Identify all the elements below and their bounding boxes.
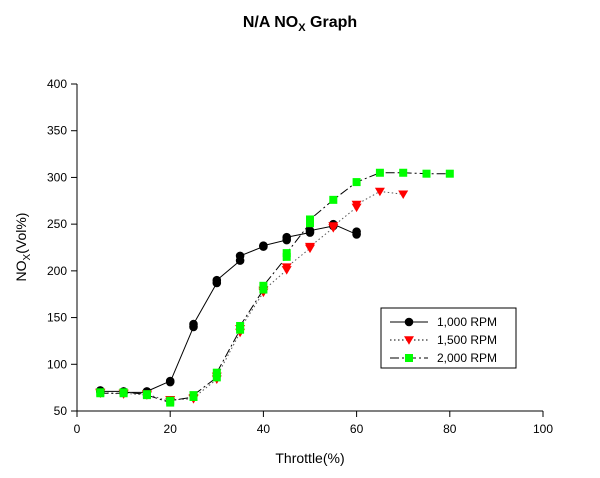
triangle-marker	[351, 200, 362, 210]
square-marker	[405, 354, 413, 362]
legend-label: 2,000 RPM	[437, 351, 497, 365]
x-axis-ticks: 0 20 40 60 80 100	[74, 411, 553, 436]
x-axis-title: Throttle(%)	[275, 450, 344, 466]
square-marker	[96, 389, 105, 398]
y-tick-label: 250	[47, 217, 67, 231]
circle-marker	[235, 251, 245, 261]
x-tick-label: 0	[74, 422, 81, 436]
x-tick-label: 60	[350, 422, 364, 436]
y-tick-label: 350	[47, 124, 67, 138]
square-marker	[259, 281, 268, 290]
y-axis-title: NOX(Vol%)	[13, 213, 33, 282]
square-marker	[212, 373, 221, 382]
series-1	[96, 219, 361, 397]
triangle-marker	[281, 263, 292, 272]
circle-marker	[259, 241, 268, 250]
circle-marker	[305, 226, 315, 235]
triangle-marker	[404, 336, 414, 345]
square-marker	[282, 249, 291, 258]
square-marker	[422, 169, 431, 178]
square-marker	[445, 169, 454, 178]
x-tick-label: 20	[164, 422, 178, 436]
y-tick-label: 150	[47, 311, 67, 325]
series-layer	[95, 168, 454, 407]
circle-marker	[212, 275, 222, 285]
y-tick-label: 400	[47, 77, 67, 91]
circle-marker	[282, 232, 292, 242]
y-tick-label: 300	[47, 170, 67, 184]
chart-title-main: N/A NO	[243, 14, 298, 31]
square-marker	[212, 368, 221, 377]
circle-marker	[352, 227, 361, 236]
y-axis-title-main: NO	[13, 260, 29, 281]
legend: 1,000 RPM 1,500 RPM 2,000 RPM	[380, 307, 517, 369]
chart-title-suffix: Graph	[306, 14, 358, 31]
square-marker	[119, 388, 128, 397]
y-tick-label: 50	[54, 404, 68, 418]
series-3	[96, 168, 454, 407]
series-2	[95, 187, 409, 407]
x-tick-label: 40	[257, 422, 271, 436]
y-axis-ticks: 50 100 150 200 250 300 350 400	[47, 77, 77, 418]
x-tick-label: 100	[533, 422, 553, 436]
square-marker	[375, 168, 384, 177]
square-marker	[189, 391, 198, 400]
x-tick-label: 80	[443, 422, 457, 436]
triangle-marker	[328, 222, 339, 231]
legend-label: 1,500 RPM	[437, 333, 497, 347]
square-marker	[142, 391, 151, 400]
series-line	[99, 223, 358, 393]
chart-title: N/A NOX Graph	[243, 14, 357, 34]
legend-label: 1,000 RPM	[437, 315, 497, 329]
square-marker	[306, 215, 314, 224]
square-marker	[399, 168, 408, 177]
circle-marker	[165, 377, 175, 387]
y-axis-title-subscript: X	[22, 253, 33, 260]
plot-area	[76, 84, 543, 412]
y-tick-label: 100	[47, 357, 67, 371]
circle-marker	[189, 319, 198, 329]
square-marker	[352, 178, 361, 187]
y-axis-title-suffix: (Vol%)	[13, 213, 29, 254]
square-marker	[166, 396, 175, 405]
y-tick-label: 200	[47, 264, 67, 278]
triangle-marker	[374, 187, 385, 197]
square-marker	[329, 195, 338, 204]
series-line	[99, 190, 404, 403]
triangle-marker	[398, 190, 409, 199]
triangle-marker	[305, 242, 315, 252]
square-marker	[236, 321, 245, 330]
circle-marker	[404, 317, 414, 327]
chart-title-subscript: X	[298, 22, 306, 34]
